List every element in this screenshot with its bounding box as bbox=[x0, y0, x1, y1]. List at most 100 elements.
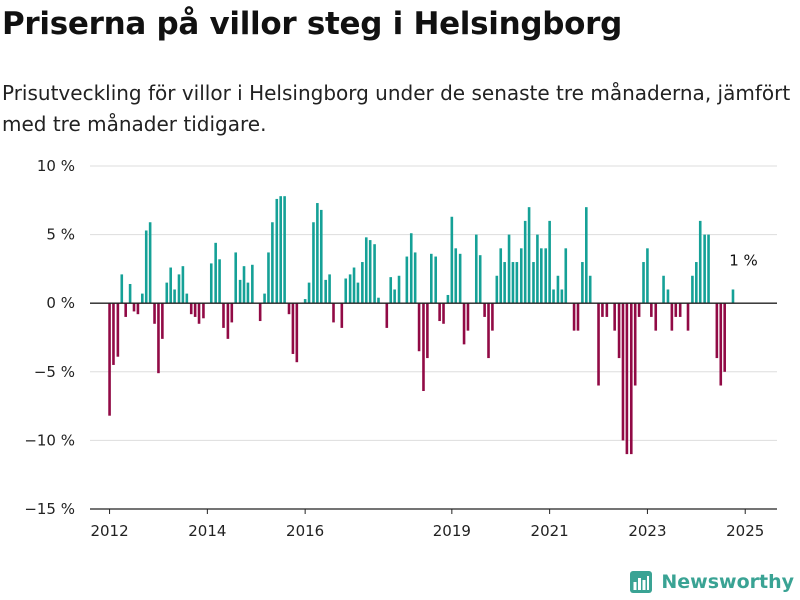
bar bbox=[157, 303, 160, 374]
bar bbox=[364, 237, 368, 304]
bar bbox=[483, 303, 486, 317]
brand-name: Newsworthy bbox=[661, 571, 794, 593]
bar bbox=[124, 303, 127, 317]
bar bbox=[312, 222, 315, 304]
bar bbox=[560, 289, 564, 304]
bar bbox=[307, 282, 311, 304]
bar bbox=[165, 282, 169, 304]
bar bbox=[523, 220, 527, 304]
bar bbox=[495, 275, 499, 304]
bar bbox=[532, 262, 535, 304]
bar bbox=[356, 282, 360, 304]
bar bbox=[499, 248, 503, 304]
bar bbox=[169, 267, 172, 304]
bar bbox=[515, 262, 519, 304]
bar bbox=[409, 233, 413, 304]
bar bbox=[625, 303, 629, 455]
chart-title: Priserna på villor steg i Helsingborg bbox=[2, 6, 623, 42]
bar bbox=[556, 275, 560, 304]
bar bbox=[417, 303, 421, 352]
bar bbox=[629, 303, 633, 455]
bar bbox=[507, 234, 511, 304]
x-tick-label: 2025 bbox=[726, 522, 764, 540]
bar bbox=[434, 256, 437, 304]
bar bbox=[446, 294, 450, 304]
bar bbox=[536, 234, 539, 304]
bar bbox=[136, 303, 140, 315]
bar bbox=[707, 234, 710, 304]
bar bbox=[251, 264, 254, 304]
bar bbox=[454, 248, 458, 304]
bar bbox=[161, 303, 164, 339]
x-tick-label: 2019 bbox=[433, 522, 471, 540]
latest-value-annotation: 1 % bbox=[729, 252, 758, 270]
bar bbox=[263, 293, 266, 304]
bar bbox=[458, 253, 462, 304]
bar bbox=[438, 303, 441, 322]
bar bbox=[703, 234, 706, 304]
bar bbox=[695, 262, 698, 304]
bars bbox=[108, 196, 735, 455]
bar bbox=[422, 303, 425, 392]
bar bbox=[548, 220, 551, 304]
bar bbox=[527, 207, 531, 304]
bar bbox=[491, 303, 494, 331]
bar bbox=[581, 262, 584, 304]
bar bbox=[633, 303, 637, 386]
bar bbox=[597, 303, 600, 386]
bar bbox=[246, 282, 250, 304]
bar bbox=[572, 303, 576, 331]
bar bbox=[674, 303, 678, 317]
bar bbox=[128, 283, 132, 304]
bar bbox=[222, 303, 225, 328]
bar bbox=[238, 279, 242, 304]
bar bbox=[242, 266, 246, 304]
bar bbox=[373, 244, 376, 304]
bar bbox=[731, 289, 735, 304]
bar bbox=[148, 222, 152, 304]
bar bbox=[393, 289, 396, 304]
bar bbox=[389, 277, 393, 304]
y-tick-label: 0 % bbox=[46, 294, 75, 312]
bar bbox=[361, 262, 364, 304]
bar-chart: −15 %−10 %−5 %0 %5 %10 % 2012 2014 2016 201… bbox=[24, 157, 777, 540]
bar bbox=[715, 303, 719, 359]
bar bbox=[405, 256, 409, 304]
bar bbox=[478, 255, 482, 304]
bar bbox=[698, 220, 702, 304]
bar bbox=[642, 262, 645, 304]
bar bbox=[283, 196, 286, 304]
bar bbox=[397, 275, 401, 304]
x-tick-label: 2016 bbox=[286, 522, 324, 540]
bar bbox=[413, 252, 417, 304]
bar bbox=[621, 303, 625, 441]
bar bbox=[605, 303, 609, 317]
newsworthy-logo-icon bbox=[630, 571, 653, 593]
bar bbox=[519, 248, 523, 304]
bar bbox=[368, 240, 372, 304]
bar bbox=[324, 279, 327, 304]
bar bbox=[723, 303, 726, 372]
gridlines bbox=[90, 165, 777, 510]
bar bbox=[637, 303, 641, 317]
bar bbox=[316, 203, 319, 304]
bar bbox=[487, 303, 490, 359]
bar bbox=[202, 303, 205, 319]
bar bbox=[214, 242, 217, 304]
bar bbox=[132, 303, 136, 312]
bar bbox=[319, 209, 323, 304]
y-tick-label: −5 % bbox=[34, 363, 75, 381]
bar bbox=[141, 293, 144, 304]
bar bbox=[144, 230, 148, 304]
bar bbox=[218, 259, 221, 304]
bar bbox=[511, 262, 515, 304]
bar bbox=[177, 274, 181, 304]
bar bbox=[116, 303, 120, 357]
bar bbox=[613, 303, 616, 331]
bar bbox=[719, 303, 723, 386]
bar bbox=[662, 275, 665, 304]
bar bbox=[287, 303, 291, 315]
bar bbox=[230, 303, 234, 323]
bar bbox=[474, 234, 478, 304]
bar bbox=[328, 274, 331, 304]
